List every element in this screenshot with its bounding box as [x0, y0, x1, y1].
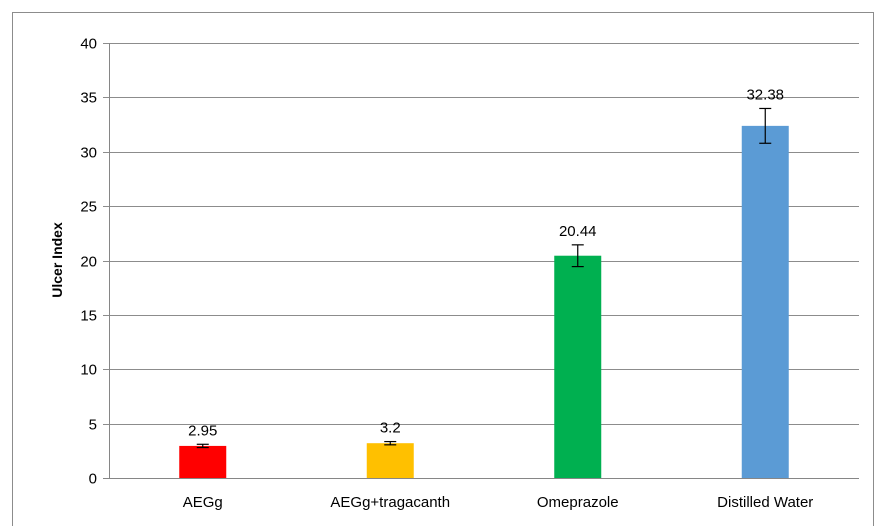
error-bar	[571, 244, 584, 268]
error-bar	[196, 443, 209, 449]
x-category-label: AEGg+tragacanth	[330, 494, 450, 511]
chart-border	[12, 12, 874, 526]
y-tick-label: 30	[80, 145, 97, 162]
x-category-labels: AEGg AEGg+tragacanth Omeprazole Distilled W…	[183, 494, 814, 511]
bar	[366, 443, 414, 478]
bar	[554, 255, 602, 478]
bar	[741, 125, 789, 479]
bars	[179, 125, 789, 479]
y-tick-label: 0	[89, 471, 97, 488]
y-tick-label: 5	[89, 417, 97, 434]
x-category-label: Distilled Water	[717, 494, 813, 511]
y-axis-title: Ulcer Index	[49, 222, 65, 298]
x-category-label: Omeprazole	[537, 494, 619, 511]
bar	[179, 445, 227, 478]
error-bar	[384, 440, 397, 446]
y-tick-label: 20	[80, 254, 97, 271]
data-label: 3.2	[380, 420, 401, 437]
y-tick-labels: 0 5 10 15 20 25 30 35 40	[80, 36, 97, 488]
y-tick-label: 10	[80, 362, 97, 379]
data-label: 20.44	[559, 223, 597, 240]
y-tick-label: 35	[80, 90, 97, 107]
y-tick-label: 15	[80, 308, 97, 325]
data-label: 32.38	[746, 86, 784, 103]
y-tick-label: 25	[80, 199, 97, 216]
y-tick-label: 40	[80, 36, 97, 53]
error-bars	[196, 107, 772, 449]
data-labels: 2.95 3.2 20.44 32.38	[188, 86, 784, 439]
data-label: 2.95	[188, 422, 217, 439]
gridlines	[103, 43, 859, 479]
error-bar	[759, 107, 772, 144]
x-category-label: AEGg	[183, 494, 223, 511]
